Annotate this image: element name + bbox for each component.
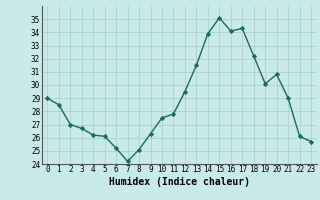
X-axis label: Humidex (Indice chaleur): Humidex (Indice chaleur) <box>109 177 250 187</box>
